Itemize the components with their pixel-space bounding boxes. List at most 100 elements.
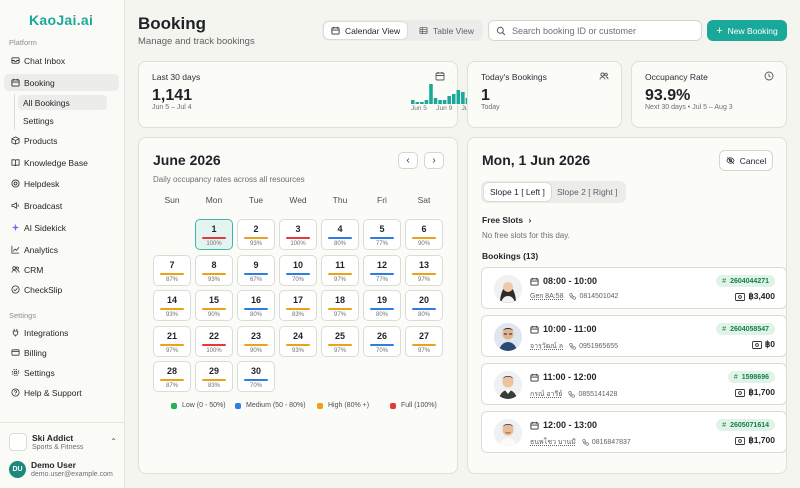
- calendar-day-cell[interactable]: 21 97%: [153, 325, 191, 357]
- day-number: 30: [250, 366, 261, 376]
- view-toggle: Calendar View Table View: [322, 20, 483, 41]
- calendar-day-cell[interactable]: 18 97%: [321, 290, 359, 321]
- tab-slope-2[interactable]: Slope 2 [ Right ]: [557, 187, 618, 197]
- mini-chart-bar: [429, 84, 433, 104]
- booking-card[interactable]: 11:00 - 12:00 กรณ์ อารีย์ 0855141428 #15986…: [481, 363, 787, 405]
- org-name: Ski Addict: [32, 433, 74, 443]
- calendar-day-cell[interactable]: 14 93%: [153, 290, 191, 321]
- calendar-day-cell[interactable]: 10 70%: [279, 254, 317, 286]
- stat-date-range: Jun 5 – Jul 4: [152, 104, 192, 111]
- calendar-view-label: Calendar View: [345, 25, 401, 36]
- new-booking-button[interactable]: + New Booking: [707, 20, 787, 41]
- mini-chart-bar: [433, 98, 438, 104]
- occupancy-percent: 90%: [417, 241, 430, 247]
- calendar-day-cell[interactable]: 23 90%: [237, 325, 275, 357]
- sidebar-item-ai-sidekick[interactable]: AI Sidekick: [4, 219, 119, 236]
- next-month-button[interactable]: ›: [424, 152, 444, 169]
- cancel-button[interactable]: Cancel: [719, 150, 773, 171]
- booking-id-badge[interactable]: #2604058547: [716, 323, 775, 335]
- calendar-day-cell[interactable]: 12 77%: [363, 254, 401, 286]
- calendar-day-cell[interactable]: 7 87%: [153, 254, 191, 286]
- mini-chart-bar: [442, 100, 447, 104]
- sidebar-item-help-support[interactable]: Help & Support: [4, 384, 119, 401]
- sidebar-item-checkslip[interactable]: CheckSlip: [4, 281, 119, 298]
- day-number: 3: [295, 224, 301, 234]
- booking-id-badge[interactable]: #1598696: [727, 371, 775, 383]
- organization-switcher[interactable]: Ski Addict Sports & Fitness ⌃: [9, 432, 117, 452]
- occupancy-percent: 80%: [333, 241, 346, 247]
- table-view-button[interactable]: Table View: [412, 22, 481, 39]
- calendar-day-cell[interactable]: 29 83%: [195, 361, 233, 392]
- calendar-day-cell[interactable]: 15 90%: [195, 290, 233, 321]
- booking-card[interactable]: 08:00 - 10:00 Gen 8A:58 0814501042 #2604044…: [481, 267, 787, 309]
- calendar-day-cell[interactable]: 3 100%: [279, 219, 317, 250]
- sidebar-item-settings[interactable]: Settings: [4, 364, 119, 381]
- calendar-day-cell[interactable]: 9 67%: [237, 254, 275, 286]
- tab-slope-1[interactable]: Slope 1 [ Left ]: [484, 183, 551, 201]
- booking-id: 1598696: [741, 373, 769, 381]
- customer-phone: 0951965655: [579, 343, 619, 350]
- customer-name[interactable]: ธนพโชว บานมี: [530, 439, 576, 446]
- calendar-day-cell[interactable]: 11 97%: [321, 254, 359, 286]
- calendar-day-cell[interactable]: 6 90%: [405, 219, 443, 250]
- sidebar-item-analytics[interactable]: Analytics: [4, 241, 119, 258]
- sidebar-item-crm[interactable]: CRM: [4, 261, 119, 278]
- calendar-day-cell[interactable]: 30 70%: [237, 361, 275, 392]
- customer-name[interactable]: Gen 8A:58: [530, 293, 564, 300]
- stat-caption: Next 30 days • Jul 5 – Aug 3: [645, 104, 733, 111]
- calendar-day-cell[interactable]: 17 83%: [279, 290, 317, 321]
- prev-month-button[interactable]: ‹: [398, 152, 418, 169]
- booking-card[interactable]: 10:00 - 11:00 จารุวัฒน์ ล 0951965655 #26040…: [481, 315, 787, 357]
- occupancy-percent: 77%: [375, 241, 388, 247]
- calendar-day-cell[interactable]: 2 93%: [237, 219, 275, 250]
- calendar-day-cell[interactable]: 16 80%: [237, 290, 275, 321]
- calendar-day-cell[interactable]: 24 93%: [279, 325, 317, 357]
- sidebar-subitem-all-bookings[interactable]: All Bookings: [18, 95, 107, 110]
- chevron-updown-icon: ⌃: [110, 437, 117, 446]
- calendar-view-button[interactable]: Calendar View: [324, 22, 408, 39]
- sidebar-item-products[interactable]: Products: [4, 132, 119, 149]
- calendar-day-cell[interactable]: 28 87%: [153, 361, 191, 392]
- sidebar-item-label: Products: [24, 135, 58, 146]
- free-slots-toggle[interactable]: Free Slots ›: [482, 215, 531, 225]
- day-number: 8: [211, 259, 217, 270]
- customer-avatar: [494, 323, 522, 351]
- calendar-day-cell[interactable]: 8 93%: [195, 254, 233, 286]
- broadcast-icon: [10, 201, 20, 211]
- sidebar-subitem-booking-settings[interactable]: Settings: [23, 115, 54, 126]
- calendar-day-cell[interactable]: 13 97%: [405, 254, 443, 286]
- sidebar-item-chat-inbox[interactable]: Chat Inbox: [4, 52, 119, 69]
- day-number: 7: [169, 259, 175, 270]
- calendar-day-cell[interactable]: 1 100%: [195, 219, 233, 250]
- calendar-day-cell[interactable]: 25 97%: [321, 325, 359, 357]
- sidebar-item-helpdesk[interactable]: Helpdesk: [4, 175, 119, 192]
- occupancy-percent: 77%: [375, 276, 388, 283]
- calendar-day-cell[interactable]: 20 80%: [405, 290, 443, 321]
- search-input[interactable]: [512, 25, 692, 36]
- app-logo[interactable]: KaoJai.ai: [29, 12, 94, 28]
- stat-value: 1,141: [152, 87, 193, 104]
- booking-id-badge[interactable]: #2604044271: [716, 275, 775, 287]
- sidebar-item-billing[interactable]: Billing: [4, 344, 119, 361]
- sidebar-item-broadcast[interactable]: Broadcast: [4, 197, 119, 214]
- occupancy-percent: 90%: [249, 347, 262, 354]
- sidebar-item-booking[interactable]: Booking: [4, 74, 119, 91]
- booking-id-badge[interactable]: #2605071614: [716, 419, 775, 431]
- calendar-day-cell[interactable]: 22 100%: [195, 325, 233, 357]
- customer-name[interactable]: กรณ์ อารีย์: [530, 391, 563, 398]
- calendar-day-cell[interactable]: 19 80%: [363, 290, 401, 321]
- user-profile[interactable]: DU Demo User demo.user@example.com: [9, 459, 119, 479]
- plus-icon: +: [716, 24, 723, 37]
- calendar-day-cell[interactable]: 27 97%: [405, 325, 443, 357]
- sidebar-item-knowledge-base[interactable]: Knowledge Base: [4, 154, 119, 171]
- booking-customer: กรณ์ อารีย์ 0855141428: [530, 389, 617, 400]
- day-number: 10: [292, 259, 303, 270]
- booking-card[interactable]: 12:00 - 13:00 ธนพโชว บานมี 0816847837 #2605…: [481, 411, 787, 453]
- calendar-day-cell[interactable]: 26 70%: [363, 325, 401, 357]
- day-number: 28: [166, 366, 177, 376]
- mini-chart-bar: [411, 100, 415, 104]
- calendar-day-cell[interactable]: 5 77%: [363, 219, 401, 250]
- customer-name[interactable]: จารุวัฒน์ ล: [530, 343, 564, 350]
- sidebar-item-integrations[interactable]: Integrations: [4, 324, 119, 341]
- calendar-day-cell[interactable]: 4 80%: [321, 219, 359, 250]
